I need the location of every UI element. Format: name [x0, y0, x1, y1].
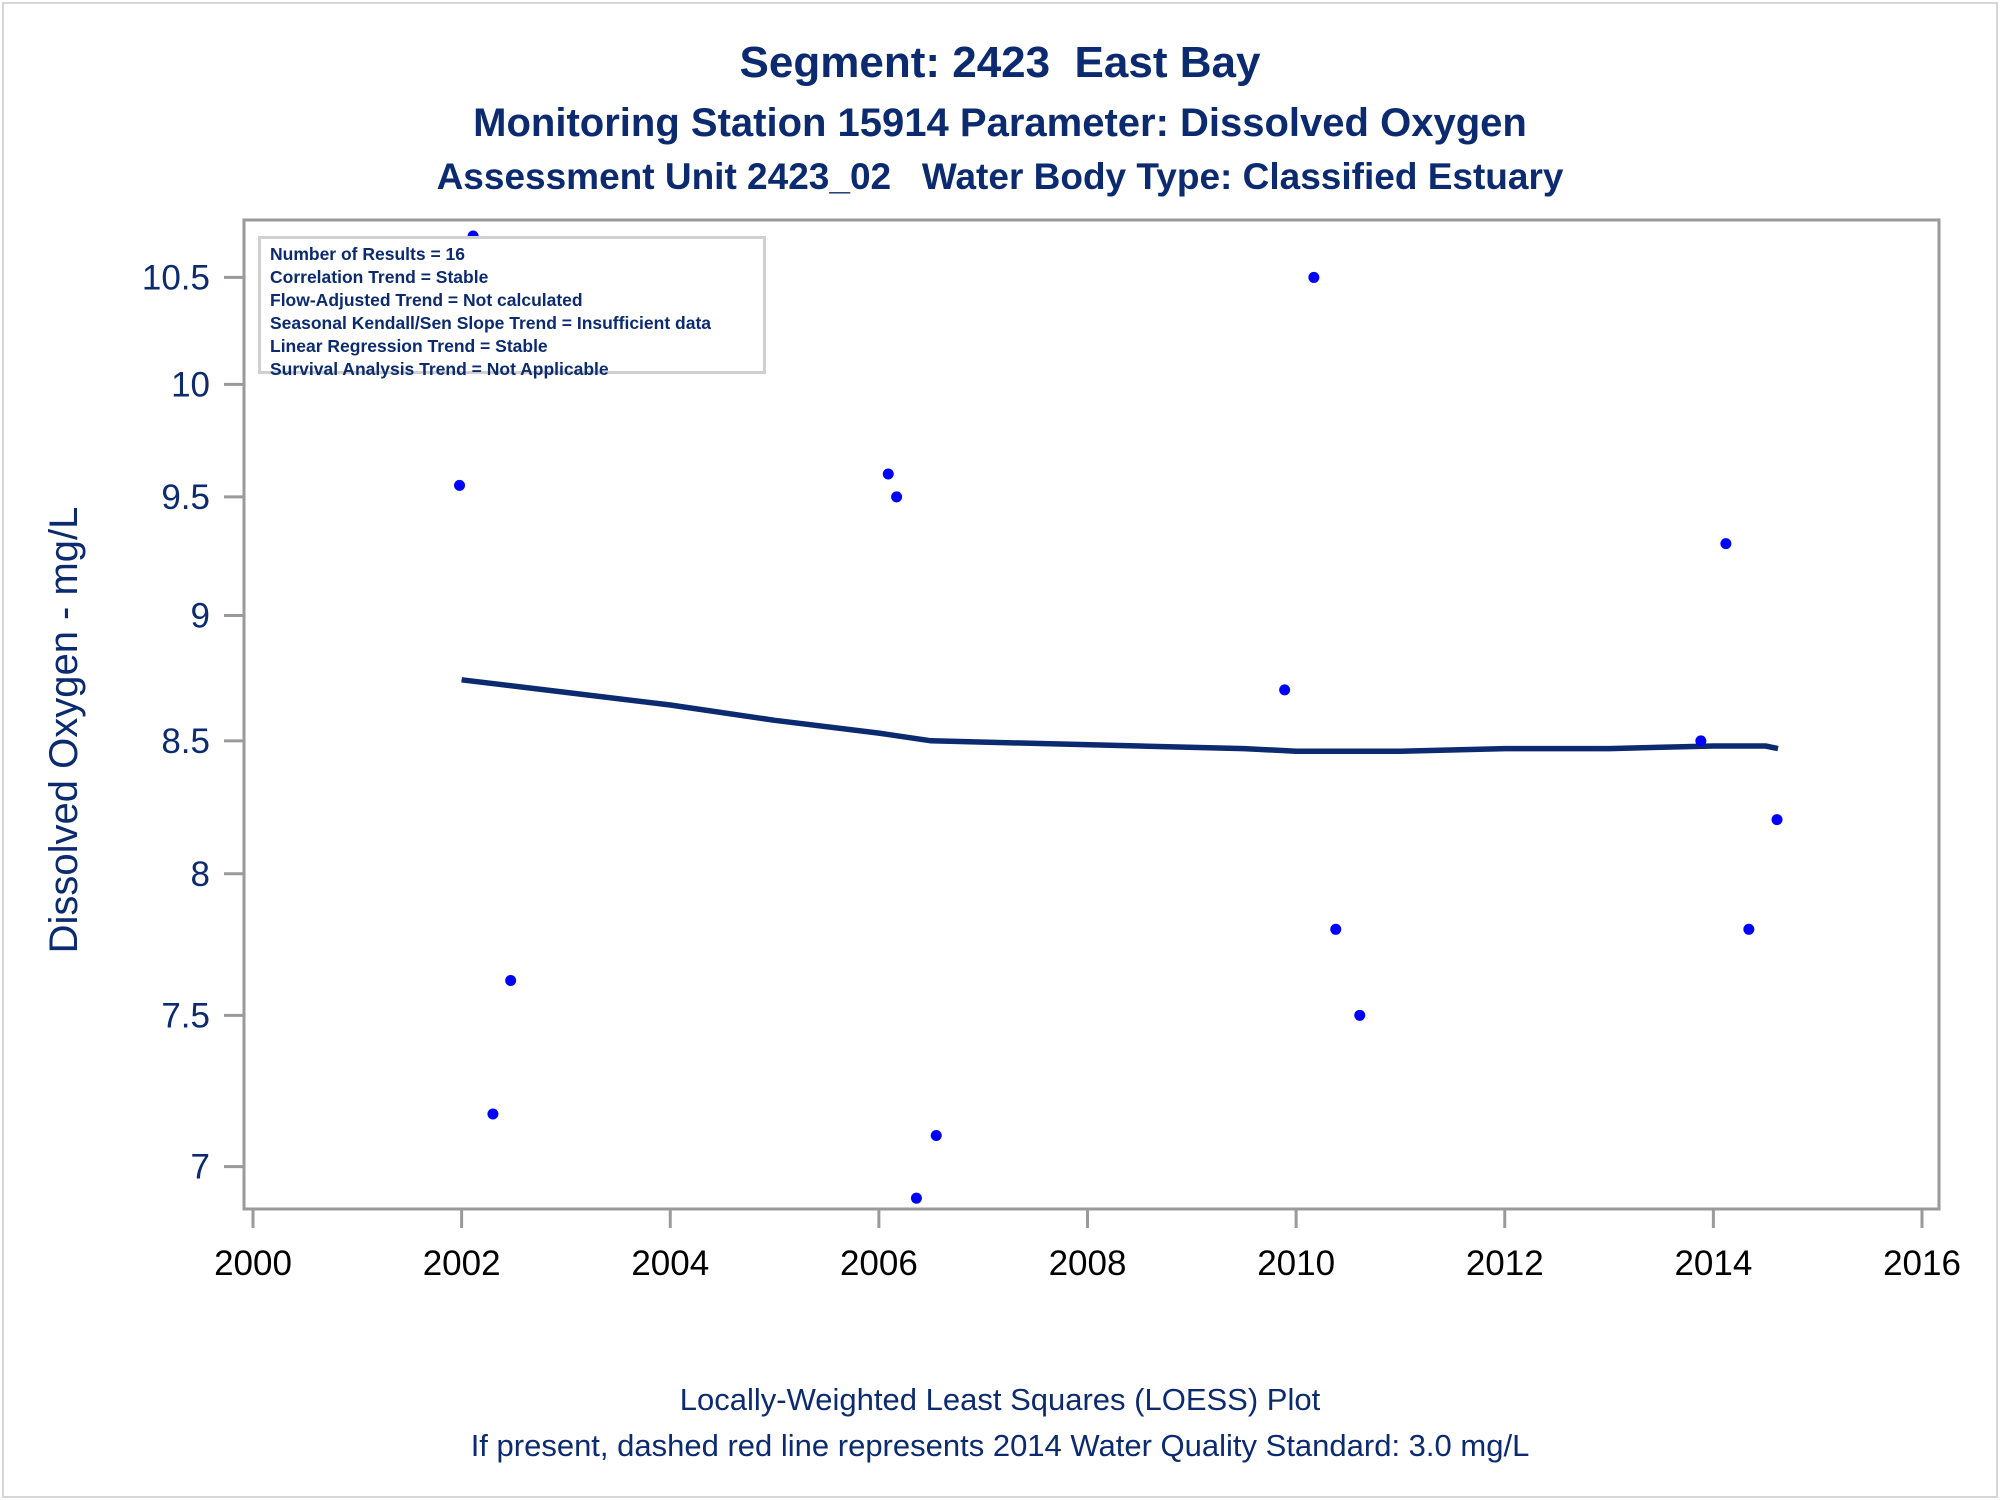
data-point — [454, 479, 466, 491]
loess-line — [461, 677, 1779, 754]
data-point — [1743, 923, 1755, 935]
stat-survival-analysis-trend: Survival Analysis Trend = Not Applicable — [270, 359, 609, 379]
x-axis: 2000 2002 2004 2006 2008 2010 2012 2014 2016 — [214, 1209, 1961, 1283]
footnote-standard: If present, dashed red line represents 2… — [470, 1428, 1530, 1463]
y-tick-label: 8.5 — [161, 722, 210, 761]
data-point — [910, 1192, 922, 1204]
plot-area — [242, 218, 1941, 1211]
data-point — [1771, 814, 1783, 826]
x-tick-label: 2002 — [423, 1244, 501, 1283]
data-point — [1720, 538, 1732, 550]
data-point — [1695, 735, 1707, 747]
x-tick-label: 2012 — [1466, 1244, 1544, 1283]
y-tick-label: 7.5 — [161, 996, 210, 1035]
stat-number-of-results: Number of Results = 16 — [270, 244, 465, 264]
y-axis: 7 7.5 8 8.5 9 9.5 10 10.5 — [142, 258, 244, 1187]
x-tick-label: 2006 — [840, 1244, 918, 1283]
chart-title: Segment: 2423 East Bay — [739, 38, 1261, 87]
y-tick-label: 8 — [191, 855, 210, 894]
footnote-loess: Locally-Weighted Least Squares (LOESS) P… — [679, 1382, 1321, 1417]
data-point — [930, 1130, 942, 1142]
x-tick-label: 2014 — [1674, 1244, 1752, 1283]
y-tick-label: 10.5 — [142, 258, 210, 297]
data-point — [1330, 923, 1342, 935]
y-tick-label: 9 — [191, 596, 210, 635]
data-point — [891, 491, 903, 503]
y-tick-label: 7 — [191, 1148, 210, 1187]
data-point — [505, 975, 517, 987]
x-tick-label: 2008 — [1049, 1244, 1127, 1283]
x-tick-label: 2016 — [1883, 1244, 1961, 1283]
chart-subtitle-station: Monitoring Station 15914 Parameter: Diss… — [473, 101, 1527, 145]
x-tick-label: 2004 — [631, 1244, 709, 1283]
y-tick-label: 9.5 — [161, 478, 210, 517]
data-point — [487, 1108, 499, 1120]
data-point — [1354, 1009, 1366, 1021]
stat-correlation-trend: Correlation Trend = Stable — [270, 267, 489, 287]
y-axis-label: Dissolved Oxygen - mg/L — [42, 507, 86, 954]
data-point — [1279, 684, 1291, 696]
x-tick-label: 2010 — [1257, 1244, 1335, 1283]
stat-linear-regression-trend: Linear Regression Trend = Stable — [270, 336, 548, 356]
y-tick-label: 10 — [171, 365, 210, 404]
stat-flow-adjusted-trend: Flow-Adjusted Trend = Not calculated — [270, 290, 583, 310]
x-tick-label: 2000 — [214, 1244, 292, 1283]
trend-stats-box: Number of Results = 16 Correlation Trend… — [258, 236, 766, 379]
data-point — [1308, 271, 1320, 283]
chart-subtitle-assessment: Assessment Unit 2423_02 Water Body Type:… — [436, 156, 1564, 197]
stat-seasonal-kendall-trend: Seasonal Kendall/Sen Slope Trend = Insuf… — [270, 313, 712, 333]
loess-line-group — [461, 677, 1779, 754]
data-point — [882, 468, 894, 480]
